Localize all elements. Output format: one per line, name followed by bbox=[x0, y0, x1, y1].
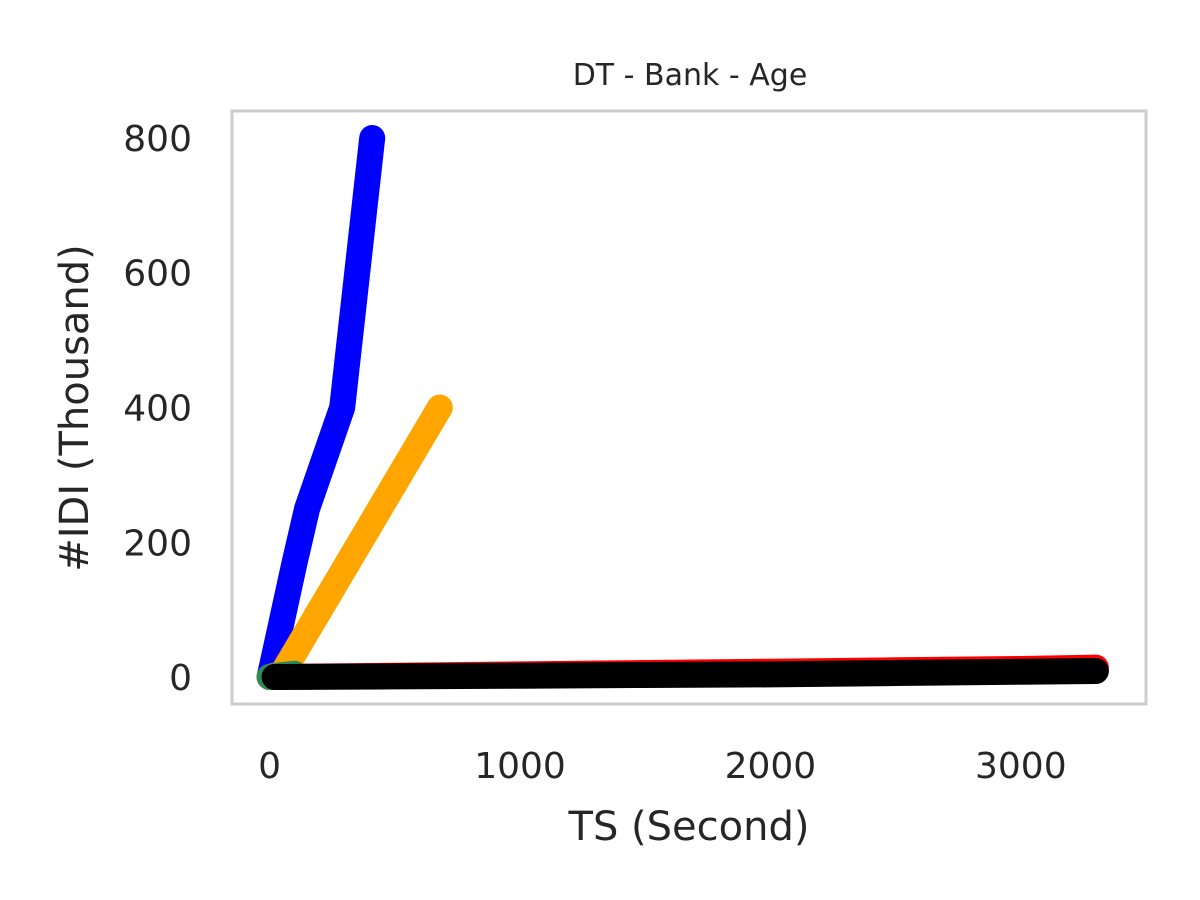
x-axis-title: TS (Second) bbox=[568, 804, 810, 850]
x-tick-label: 0 bbox=[258, 746, 281, 787]
y-tick-label: 600 bbox=[123, 254, 192, 295]
x-tick-label: 2000 bbox=[725, 746, 817, 787]
y-tick-label: 0 bbox=[169, 658, 192, 699]
series-line-5 bbox=[261, 658, 1109, 690]
x-tick-label: 1000 bbox=[474, 746, 566, 787]
x-tick-label: 3000 bbox=[975, 746, 1067, 787]
y-axis-ticks: 0 200 400 600 800 bbox=[123, 119, 192, 699]
x-axis-ticks: 0 1000 2000 3000 bbox=[258, 746, 1066, 787]
y-tick-label: 800 bbox=[123, 119, 192, 160]
series-layer bbox=[256, 125, 1109, 690]
chart-title: DT - Bank - Age bbox=[573, 58, 808, 93]
series-line-2 bbox=[256, 125, 386, 690]
y-axis-title: #IDI (Thousand) bbox=[52, 244, 98, 572]
y-tick-label: 400 bbox=[123, 389, 192, 430]
plot-area bbox=[230, 109, 1148, 706]
y-tick-label: 200 bbox=[123, 523, 192, 564]
